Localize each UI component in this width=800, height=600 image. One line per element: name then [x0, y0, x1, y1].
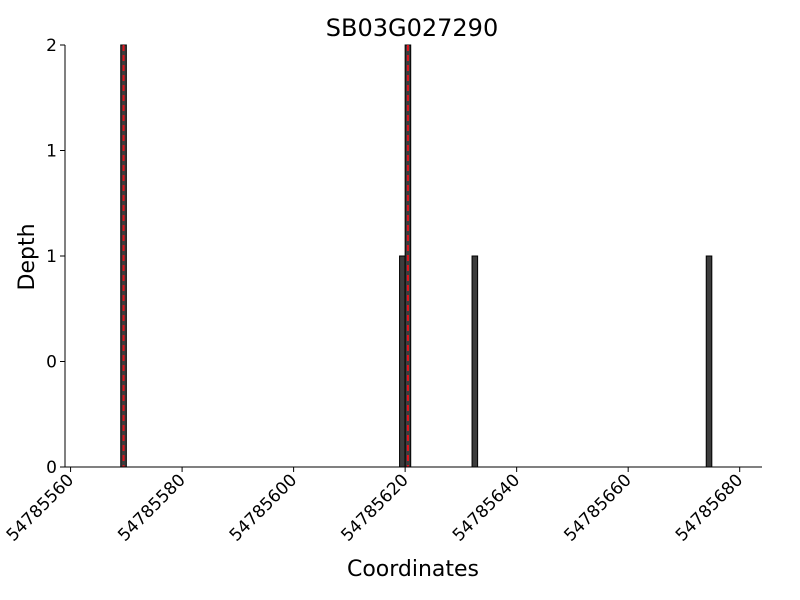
- y-axis-label: Depth: [15, 223, 40, 290]
- bar: [399, 255, 406, 468]
- x-tick-label: 54785640: [449, 470, 524, 545]
- y-tick-label: 2: [46, 36, 57, 56]
- x-tick-label: 54785680: [672, 470, 747, 545]
- bar: [471, 255, 479, 468]
- x-tick-label: 54785560: [3, 470, 78, 545]
- x-tick-label: 54785580: [114, 470, 189, 545]
- chart-title: SB03G027290: [326, 14, 498, 42]
- x-tick-label: 54785600: [226, 470, 301, 545]
- x-axis-label: Coordinates: [347, 557, 479, 582]
- x-tick-label: 54785620: [337, 470, 412, 545]
- y-tick-label: 0: [46, 458, 57, 478]
- y-tick-label: 0: [46, 353, 57, 373]
- y-tick-label: 1: [46, 142, 57, 162]
- y-tick-label: 1: [46, 247, 57, 267]
- bar: [705, 255, 713, 468]
- x-tick-label: 54785660: [560, 470, 635, 545]
